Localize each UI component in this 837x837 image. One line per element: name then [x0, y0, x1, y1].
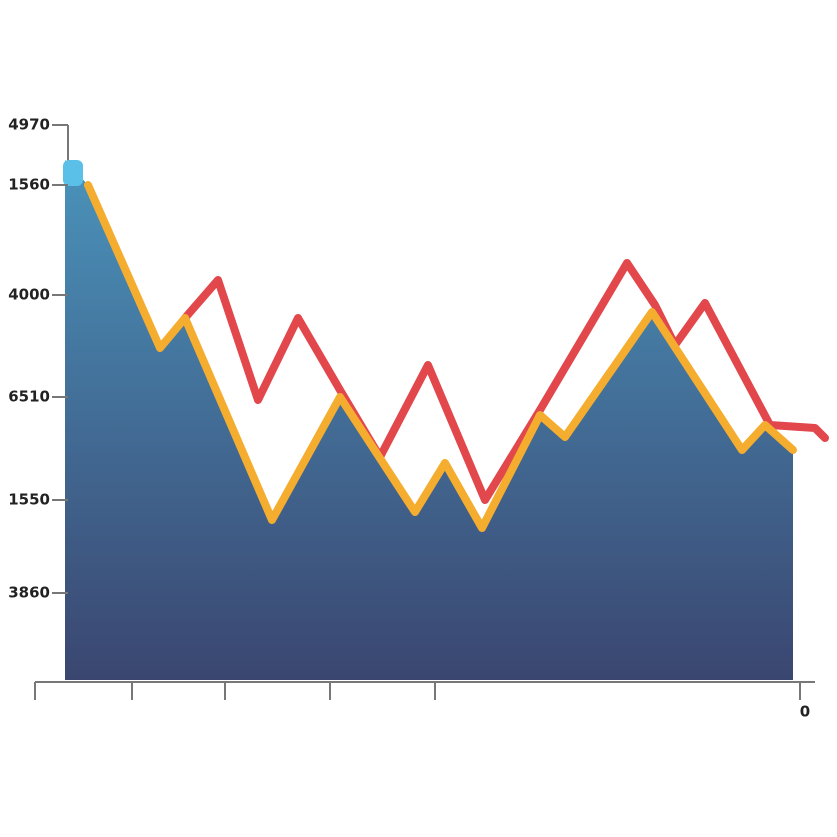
y-tick-label: 1560 [8, 176, 50, 194]
y-tick-label: 4000 [8, 286, 50, 304]
x-tick-label: 0 [800, 703, 810, 721]
y-tick-label: 4970 [8, 116, 50, 134]
line [84, 181, 797, 532]
area [65, 160, 793, 680]
y-tick-label: 1550 [8, 491, 50, 509]
line [181, 259, 829, 504]
y-tick-label: 6510 [8, 388, 50, 406]
y-tick-label: 3860 [8, 584, 50, 602]
x-axis-ticks [34, 682, 436, 700]
area-cap [63, 160, 83, 186]
